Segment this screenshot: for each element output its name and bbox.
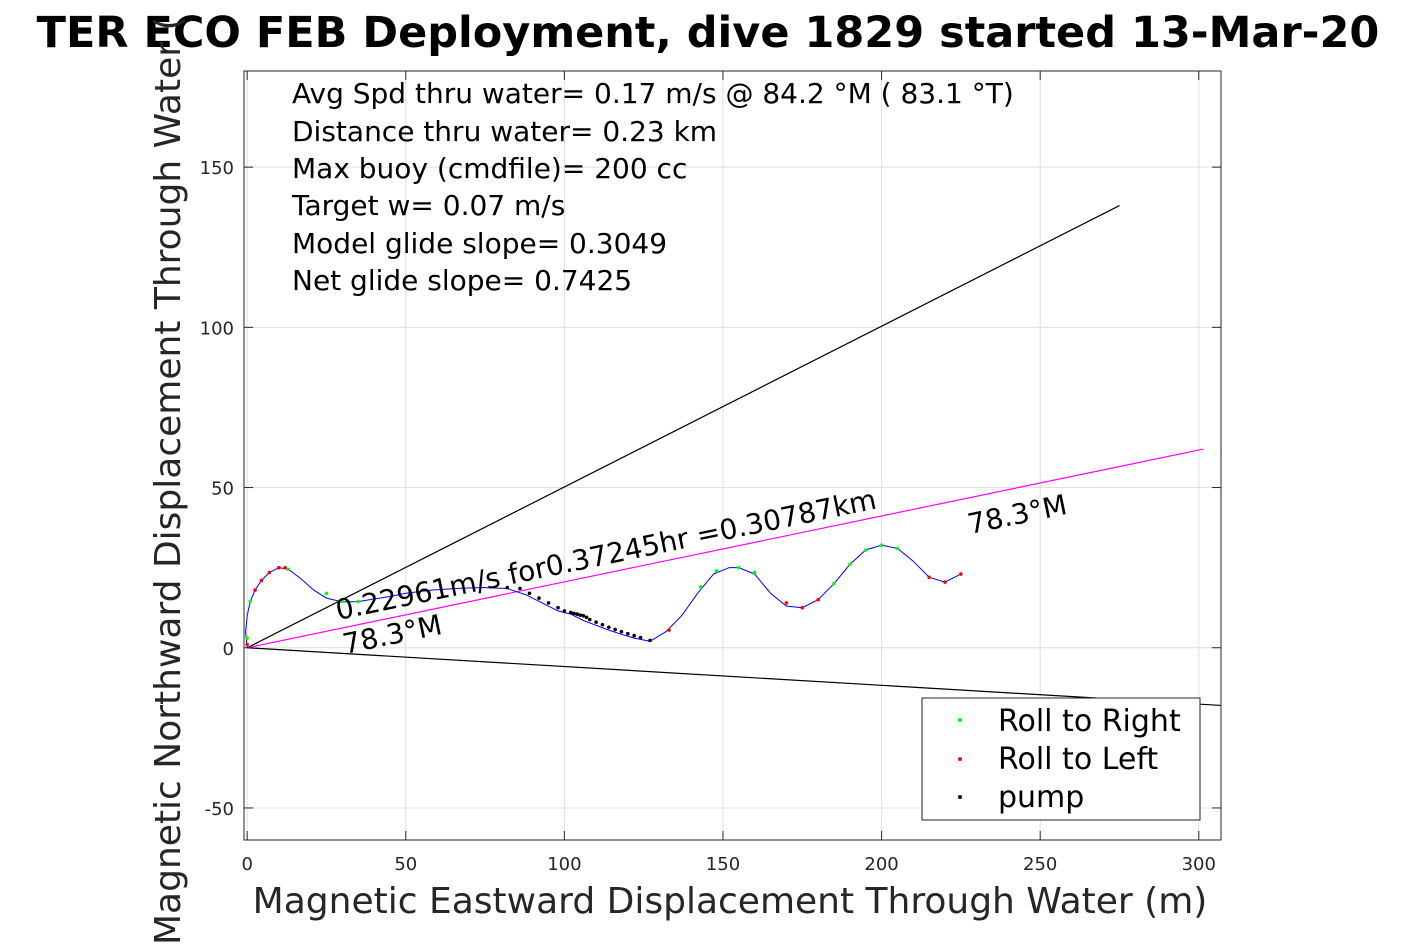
point-roll-to-right (752, 570, 757, 575)
point-pump (518, 586, 522, 591)
point-pump (527, 591, 532, 596)
x-tick-label: 250 (1023, 854, 1057, 875)
x-tick-label: 100 (547, 854, 581, 875)
point-pump (568, 610, 573, 615)
point-roll-to-left (259, 578, 264, 583)
y-tick-label: 50 (211, 479, 234, 500)
point-pump (505, 585, 510, 590)
x-tick-label: 50 (394, 854, 417, 875)
stat-target-w: Target w= 0.07 m/s (291, 189, 565, 222)
legend-box (921, 697, 1201, 821)
point-roll-to-right (737, 565, 741, 570)
point-pump (575, 612, 579, 616)
point-roll-to-left (784, 601, 789, 605)
point-roll-to-left (245, 642, 249, 647)
x-axis-label: Magnetic Eastward Displacement Through W… (253, 881, 1208, 922)
point-pump (632, 633, 636, 638)
point-pump (626, 631, 630, 636)
point-roll-to-right (324, 591, 329, 596)
point-pump (578, 613, 583, 617)
point-pump (648, 638, 652, 643)
stat-net-glide-slope: Net glide slope= 0.7425 (292, 264, 632, 297)
y-axis-label: Magnetic Northward Displacement Through … (148, 16, 189, 945)
point-pump (584, 615, 589, 620)
legend-marker-roll-left (958, 757, 962, 761)
point-pump (594, 620, 598, 624)
axis-ticks: 0 50 100 150 200 250 300 -50 0 50 100 150 (200, 71, 1221, 875)
point-pump (546, 601, 551, 605)
point-roll-to-left (277, 565, 281, 570)
point-pump (613, 627, 617, 632)
y-tick-label: 100 (200, 318, 234, 339)
legend-marker-roll-right (958, 718, 962, 722)
point-roll-to-right (863, 548, 868, 552)
point-roll-to-left (943, 580, 947, 584)
stat-model-glide-slope: Model glide slope= 0.3049 (292, 227, 667, 260)
x-tick-label: 200 (864, 854, 898, 875)
point-pump (606, 625, 611, 630)
net-line (247, 448, 1204, 649)
point-roll-to-right (356, 599, 360, 604)
legend-label-pump: pump (998, 780, 1084, 815)
point-pump (556, 605, 560, 610)
point-roll-to-left (267, 570, 272, 575)
point-roll-to-right (848, 562, 852, 567)
stat-distance: Distance thru water= 0.23 km (292, 115, 717, 148)
point-pump (581, 613, 586, 618)
point-roll-to-left (800, 605, 805, 610)
cone-upper (246, 205, 1120, 649)
dive-track-line (245, 544, 962, 648)
point-roll-to-left (283, 565, 288, 570)
y-tick-label: -50 (205, 799, 234, 820)
legend-label-roll-right: Roll to Right (998, 704, 1181, 739)
cone-lower (247, 647, 1222, 707)
plot-frame (243, 70, 1222, 841)
point-pump (537, 596, 541, 600)
point-roll-to-right (895, 546, 900, 551)
stats-block: Avg Spd thru water= 0.17 m/s @ 84.2 °M (… (291, 77, 1014, 297)
stat-max-buoy: Max buoy (cmdfile)= 200 cc (292, 152, 687, 185)
point-roll-to-right (879, 543, 884, 548)
point-roll-to-left (816, 597, 820, 602)
y-tick-label: 150 (200, 158, 234, 179)
y-tick-label: 0 (223, 639, 234, 660)
point-pump (562, 609, 567, 613)
reference-lines (246, 205, 1222, 707)
x-tick-label: 300 (1182, 854, 1216, 875)
x-tick-label: 0 (241, 854, 252, 875)
point-pump (638, 635, 643, 640)
legend-marker-pump (958, 795, 962, 799)
point-roll-to-right (340, 599, 345, 604)
stat-avg-speed: Avg Spd thru water= 0.17 m/s @ 84.2 °M (… (292, 77, 1014, 110)
point-roll-to-left (927, 575, 931, 580)
point-roll-to-right (372, 597, 376, 601)
point-roll-to-right (245, 636, 249, 640)
point-pump (587, 617, 592, 622)
chart-title: TER ECO FEB Deployment, dive 1829 starte… (37, 8, 1380, 58)
point-roll-to-left (253, 588, 257, 592)
point-pump (600, 622, 605, 627)
track-path (245, 544, 962, 648)
point-pump (619, 629, 624, 634)
point-roll-to-right (698, 585, 703, 589)
track-markers (245, 543, 963, 647)
x-tick-label: 150 (706, 854, 740, 875)
point-roll-to-left (667, 628, 671, 632)
legend-label-roll-left: Roll to Left (998, 742, 1158, 777)
point-pump (572, 611, 576, 616)
point-roll-to-right (832, 581, 836, 586)
point-roll-to-left (959, 572, 963, 576)
point-roll-to-right (286, 567, 291, 572)
point-roll-to-right (248, 599, 253, 604)
legend: Roll to Right Roll to Left pump (921, 697, 1201, 821)
point-roll-to-right (714, 569, 719, 573)
